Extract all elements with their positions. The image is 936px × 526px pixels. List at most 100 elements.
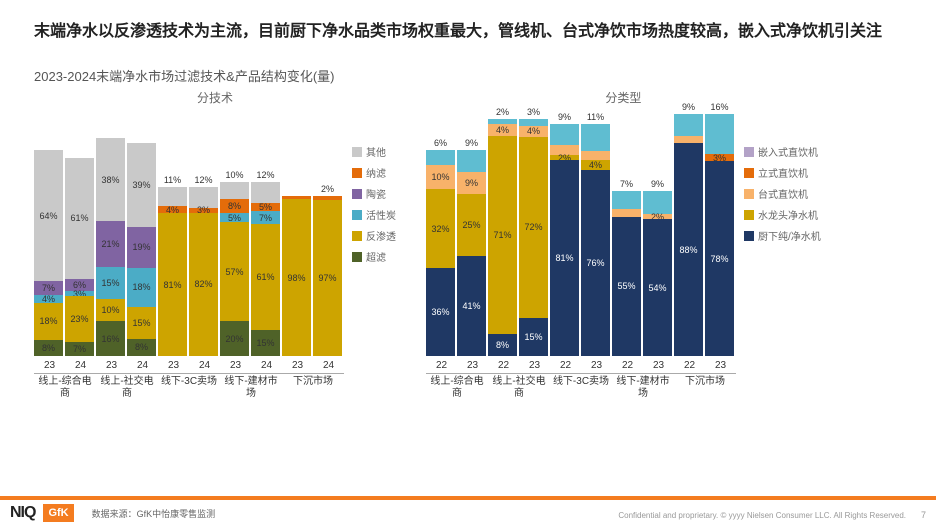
bar-segment: 81% bbox=[158, 213, 187, 356]
legend-label: 厨下纯/净水机 bbox=[758, 228, 821, 243]
bar-segment: 7% bbox=[34, 281, 63, 295]
legend-item: 其他 bbox=[352, 144, 396, 159]
bar: 12%5%7%61%15% bbox=[251, 114, 280, 356]
bar-segment: 10% bbox=[220, 182, 249, 199]
bar-segment: 61% bbox=[251, 224, 280, 330]
x-year: 22 bbox=[426, 360, 457, 371]
bar-segment: 9% bbox=[550, 124, 579, 146]
legend-type: 嵌入式直饮机立式直饮机台式直饮机水龙头净水机厨下纯/净水机 bbox=[744, 144, 821, 243]
charts-row: 分技术 64%7%4%18%8%61%6%3%23%7%38%21%15%10%… bbox=[34, 89, 902, 400]
bar-segment: 9% bbox=[457, 150, 486, 172]
x-year: 24 bbox=[65, 360, 96, 371]
legend-tech: 其他纳滤陶瓷活性炭反渗透超滤 bbox=[352, 144, 396, 264]
bar-segment bbox=[612, 209, 641, 217]
bar-segment: 39% bbox=[127, 143, 156, 227]
bar: 7%55% bbox=[612, 114, 641, 356]
legend-item: 超滤 bbox=[352, 249, 396, 264]
legend-item: 立式直饮机 bbox=[744, 165, 821, 180]
bar-segment: 23% bbox=[65, 296, 94, 342]
x-year: 23 bbox=[34, 360, 65, 371]
bar-segment: 20% bbox=[220, 321, 249, 356]
bar-segment: 97% bbox=[313, 200, 342, 356]
bar: 11%4%81% bbox=[158, 114, 187, 356]
legend-swatch bbox=[744, 210, 754, 220]
legend-label: 其他 bbox=[366, 144, 386, 159]
bar: 3%4%72%15% bbox=[519, 114, 548, 356]
bar-segment: 4% bbox=[34, 295, 63, 303]
bar: 38%21%15%10%16% bbox=[96, 114, 125, 356]
x-group: 下沉市场 bbox=[674, 373, 736, 400]
legend-item: 陶瓷 bbox=[352, 186, 396, 201]
legend-swatch bbox=[352, 231, 362, 241]
slide: 末端净水以反渗透技术为主流，目前厨下净水品类市场权重最大，管线机、台式净饮市场热… bbox=[0, 0, 936, 526]
chart1-title: 分技术 bbox=[197, 89, 233, 106]
legend-label: 活性炭 bbox=[366, 207, 396, 222]
bar: 61%6%3%23%7% bbox=[65, 114, 94, 356]
x-group: 线下-建材市场 bbox=[220, 373, 282, 400]
legend-item: 台式直饮机 bbox=[744, 186, 821, 201]
bar-segment: 7% bbox=[65, 342, 94, 356]
bar: 9%2%54% bbox=[643, 114, 672, 356]
legend-item: 反渗透 bbox=[352, 228, 396, 243]
legend-item: 厨下纯/净水机 bbox=[744, 228, 821, 243]
bar-segment: 36% bbox=[426, 268, 455, 356]
legend-swatch bbox=[744, 189, 754, 199]
bar-segment: 72% bbox=[519, 137, 548, 319]
x-year: 23 bbox=[457, 360, 488, 371]
x-year: 24 bbox=[189, 360, 220, 371]
bar-segment: 10% bbox=[96, 299, 125, 321]
bar-segment: 5% bbox=[220, 213, 249, 222]
bar-segment: 81% bbox=[550, 160, 579, 356]
bar-segment: 41% bbox=[457, 256, 486, 356]
bar-segment: 78% bbox=[705, 161, 734, 356]
legend-swatch bbox=[352, 168, 362, 178]
bar-segment: 7% bbox=[612, 191, 641, 209]
chart-type: 分类型 6%10%32%36%9%9%25%41%2%4%71%8%3%4%72… bbox=[426, 89, 821, 400]
bar: 9%88% bbox=[674, 114, 703, 356]
bar-segment: 76% bbox=[581, 170, 610, 356]
x-group: 线上-综合电商 bbox=[34, 373, 96, 400]
bar-segment: 3% bbox=[519, 119, 548, 127]
chart-subtitle: 2023-2024末端净水市场过滤技术&产品结构变化(量) bbox=[34, 66, 902, 85]
bar: 39%19%18%15%8% bbox=[127, 114, 156, 356]
x-year: 22 bbox=[488, 360, 519, 371]
bar-segment: 4% bbox=[519, 126, 548, 136]
x-year: 23 bbox=[643, 360, 674, 371]
bar-segment: 54% bbox=[643, 219, 672, 356]
bar-segment: 15% bbox=[251, 330, 280, 356]
logo-gfk: GfK bbox=[43, 504, 73, 522]
bar: 12%3%82% bbox=[189, 114, 218, 356]
legend-item: 嵌入式直饮机 bbox=[744, 144, 821, 159]
bar-segment: 8% bbox=[488, 334, 517, 356]
x-group: 线上-社交电商 bbox=[96, 373, 158, 400]
legend-item: 纳滤 bbox=[352, 165, 396, 180]
bar-segment: 10% bbox=[426, 165, 455, 189]
legend-swatch bbox=[744, 147, 754, 157]
legend-swatch bbox=[352, 189, 362, 199]
x-year: 23 bbox=[158, 360, 189, 371]
x-group: 线上-社交电商 bbox=[488, 373, 550, 400]
bar: 9%9%25%41% bbox=[457, 114, 486, 356]
bar-segment: 64% bbox=[34, 150, 63, 280]
bar-segment bbox=[674, 136, 703, 143]
bar-segment: 15% bbox=[127, 307, 156, 339]
bar: 10%8%5%57%20% bbox=[220, 114, 249, 356]
bar-segment: 7% bbox=[251, 211, 280, 223]
bar-segment: 6% bbox=[426, 150, 455, 165]
bar: 2%4%71%8% bbox=[488, 114, 517, 356]
bar: 9%2%81% bbox=[550, 114, 579, 356]
legend-item: 水龙头净水机 bbox=[744, 207, 821, 222]
legend-label: 立式直饮机 bbox=[758, 165, 808, 180]
bar-segment: 4% bbox=[581, 160, 610, 170]
bar-segment: 9% bbox=[457, 172, 486, 194]
x-year: 24 bbox=[251, 360, 282, 371]
x-year: 23 bbox=[282, 360, 313, 371]
legend-label: 嵌入式直饮机 bbox=[758, 144, 818, 159]
x-group: 下沉市场 bbox=[282, 373, 344, 400]
bar-segment: 8% bbox=[127, 339, 156, 356]
x-year: 23 bbox=[96, 360, 127, 371]
x-year: 23 bbox=[581, 360, 612, 371]
bar-segment bbox=[581, 151, 610, 161]
x-year: 22 bbox=[612, 360, 643, 371]
bar-segment: 8% bbox=[34, 340, 63, 356]
